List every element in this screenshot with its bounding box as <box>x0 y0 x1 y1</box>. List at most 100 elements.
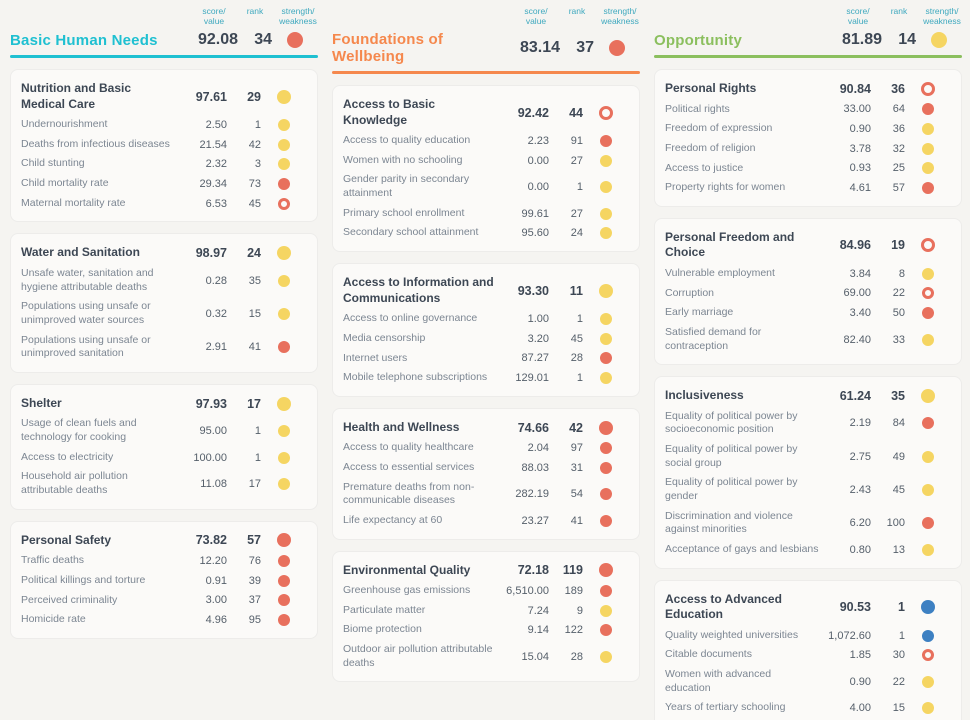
component-header-row: Access to Basic Knowledge 92.42 44 <box>343 94 629 131</box>
component-score: 72.18 <box>517 563 549 578</box>
dimension-strength-weakness-dot <box>609 40 625 56</box>
component-header-row: Access to Advanced Education 90.53 1 <box>665 589 951 626</box>
indicator-label: Gender parity in secondary attainment <box>343 173 470 200</box>
indicator-label: Undernourishment <box>21 118 108 131</box>
indicator-row: Access to quality healthcare 2.04 97 <box>343 438 629 458</box>
component-strength-weakness-dot <box>599 563 613 578</box>
component-score: 84.96 <box>839 238 871 253</box>
indicator-rank: 64 <box>892 103 905 116</box>
indicator-strength-weakness-dot <box>278 477 290 490</box>
indicator-rank: 49 <box>892 450 905 463</box>
indicator-score: 21.54 <box>199 138 227 151</box>
component-rank: 24 <box>247 246 261 261</box>
dimension-summary-row: Foundations of Wellbeing 83.14 37 <box>332 29 640 71</box>
indicator-strength-weakness-dot <box>922 333 934 346</box>
component-strength-weakness-dot <box>277 396 291 411</box>
indicator-row: Populations using unsafe or unimproved s… <box>21 331 307 364</box>
indicator-strength-weakness-dot <box>922 483 934 496</box>
indicator-rank: 54 <box>570 488 583 501</box>
indicator-row: Life expectancy at 60 23.27 41 <box>343 511 629 531</box>
indicator-strength-weakness-dot <box>600 181 612 194</box>
indicator-score: 0.28 <box>205 274 227 287</box>
indicator-strength-weakness-dot <box>922 307 934 320</box>
component-strength-weakness-dot <box>277 89 291 104</box>
indicator-row: Discrimination and violence against mino… <box>665 507 951 540</box>
indicator-score: 0.00 <box>527 154 549 167</box>
indicator-strength-weakness-dot <box>600 461 612 474</box>
indicator-score: 0.91 <box>205 574 227 587</box>
indicator-score: 82.40 <box>843 333 871 346</box>
indicator-strength-weakness-dot <box>278 425 290 438</box>
column-header-labels: score/ value rank strength/ weakness <box>332 4 640 29</box>
indicator-row: Corruption 69.00 22 <box>665 284 951 304</box>
component-score: 74.66 <box>517 420 549 435</box>
indicator-strength-weakness-dot <box>922 450 934 463</box>
indicator-label: Early marriage <box>665 306 734 319</box>
indicator-score: 0.80 <box>849 543 871 556</box>
indicator-label: Discrimination and violence against mino… <box>665 509 793 536</box>
component-title: Personal Freedom and Choice <box>665 229 795 260</box>
indicator-row: Access to electricity 100.00 1 <box>21 448 307 468</box>
indicator-label: Greenhouse gas emissions <box>343 584 471 597</box>
indicator-rank: 17 <box>248 477 261 490</box>
component-card: Access to Advanced Education 90.53 1 Qua… <box>654 579 962 720</box>
indicator-score: 2.04 <box>527 442 549 455</box>
indicator-score: 0.32 <box>205 307 227 320</box>
component-header-row: Nutrition and Basic Medical Care 97.61 2… <box>21 78 307 115</box>
indicator-rank: 41 <box>570 514 583 527</box>
indicator-rank: 1 <box>254 119 261 131</box>
indicator-rank: 22 <box>892 287 905 300</box>
indicator-rank: 35 <box>248 274 261 287</box>
indicator-label: Populations using unsafe or unimproved w… <box>21 300 151 326</box>
component-score: 61.24 <box>839 388 871 403</box>
rank-header: rank <box>246 6 264 16</box>
indicator-row: Political rights 33.00 64 <box>665 100 951 120</box>
component-score: 97.93 <box>195 396 227 411</box>
indicator-rank: 41 <box>248 341 261 354</box>
indicator-label: Quality weighted universities <box>665 628 799 641</box>
indicator-score: 3.78 <box>849 142 871 155</box>
indicator-label: Satisfied demand for contraception <box>665 325 762 352</box>
indicator-row: Access to online governance 1.00 1 <box>343 309 629 329</box>
indicator-row: Freedom of expression 0.90 36 <box>665 119 951 139</box>
component-strength-weakness-dot <box>921 81 935 96</box>
indicator-score: 129.01 <box>515 371 549 384</box>
indicator-score: 2.32 <box>205 158 227 171</box>
indicator-strength-weakness-dot <box>600 227 612 240</box>
indicator-strength-weakness-dot <box>922 142 934 155</box>
component-header-row: Environmental Quality 72.18 119 <box>343 560 629 582</box>
indicator-strength-weakness-dot <box>922 675 934 688</box>
dimension-score: 83.14 <box>519 39 560 56</box>
indicator-label: Access to essential services <box>343 461 475 474</box>
component-title: Access to Information and Communications <box>343 275 494 305</box>
indicator-row: Access to justice 0.93 25 <box>665 159 951 179</box>
component-title: Access to Basic Knowledge <box>343 97 436 127</box>
indicator-row: Internet users 87.27 28 <box>343 349 629 369</box>
indicator-rank: 9 <box>576 604 583 617</box>
component-card: Access to Basic Knowledge 92.42 44 Acces… <box>332 85 640 253</box>
indicator-score: 2.50 <box>205 119 227 131</box>
indicator-row: Media censorship 3.20 45 <box>343 329 629 349</box>
indicator-row: Equality of political power by gender 2.… <box>665 473 951 506</box>
indicator-rank: 33 <box>892 333 905 346</box>
indicator-row: Satisfied demand for contraception 82.40… <box>665 323 951 356</box>
indicator-row: Early marriage 3.40 50 <box>665 303 951 323</box>
indicator-label: Child stunting <box>21 157 85 170</box>
strength-weakness-header: strength/ weakness <box>923 6 961 26</box>
indicator-strength-weakness-dot <box>600 207 612 220</box>
component-rank: 44 <box>569 105 583 120</box>
component-strength-weakness-dot <box>599 420 613 435</box>
indicator-row: Biome protection 9.14 122 <box>343 620 629 640</box>
indicator-rank: 91 <box>570 135 583 147</box>
indicator-score: 3.00 <box>205 594 227 607</box>
indicator-score: 0.00 <box>527 181 549 194</box>
indicator-row: Acceptance of gays and lesbians 0.80 13 <box>665 540 951 560</box>
indicator-rank: 15 <box>892 702 905 715</box>
indicator-rank: 1 <box>576 313 583 326</box>
component-rank: 19 <box>891 238 905 253</box>
indicator-score: 2.19 <box>849 417 871 430</box>
component-rank: 119 <box>562 563 583 578</box>
indicator-row: Household air pollution attributable dea… <box>21 467 307 500</box>
indicator-strength-weakness-dot <box>600 624 612 637</box>
indicator-label: Women with no schooling <box>343 153 463 166</box>
